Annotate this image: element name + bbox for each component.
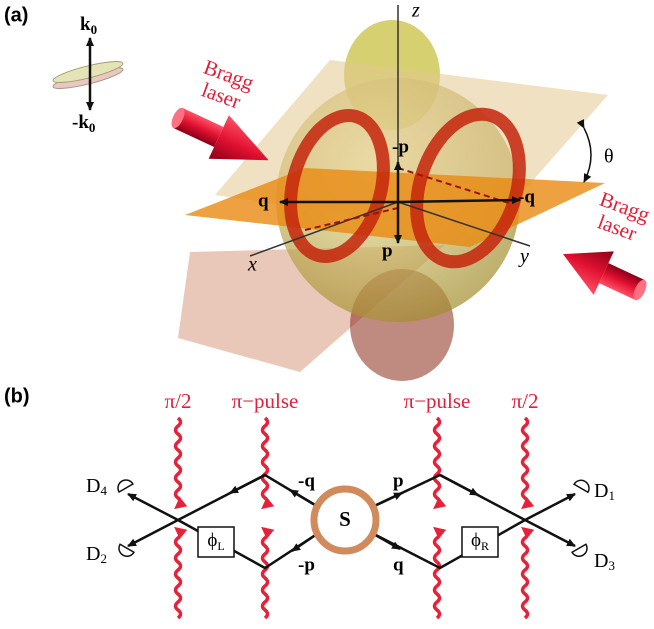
detector-label: D2 [86, 543, 107, 566]
pulse-beam [435, 530, 440, 618]
pulse-label: π−pulse [404, 389, 471, 413]
detector-label: D3 [594, 550, 615, 573]
panel-label: (b) [4, 385, 30, 407]
path-label: q [393, 554, 404, 575]
momentum-label: q [258, 190, 269, 211]
bragg-laser-label: Bragglaser [193, 55, 257, 116]
momentum-label: -q [518, 186, 535, 207]
z-axis-label: z [411, 0, 420, 22]
pulse-beam [523, 418, 528, 506]
k0-label: k0 [80, 14, 97, 37]
figure: (a) k0 -k0 Bragglaser Bragglaser z x y θ… [0, 0, 654, 629]
source-label: S [339, 507, 351, 531]
k-vector-icon [52, 38, 125, 110]
path-label: -q [298, 470, 315, 491]
detector-label: D1 [594, 480, 615, 503]
momentum-label: p [382, 240, 393, 261]
pulse-label: π−pulse [232, 389, 299, 413]
pulse-label: π/2 [512, 389, 539, 413]
pulse-beam [523, 530, 528, 618]
pulse-beam [176, 530, 181, 618]
path-label: -p [298, 554, 315, 575]
momentum-label: -p [392, 136, 409, 157]
pulse-label: π/2 [165, 389, 192, 413]
panel-label: (a) [4, 4, 28, 26]
bragg-laser-label: Bragglaser [589, 187, 653, 248]
interferometer-paths [115, 475, 592, 568]
path-label: p [393, 470, 404, 491]
scene-3d [163, 5, 654, 381]
angle-label: θ [604, 146, 614, 168]
y-axis-label: y [518, 246, 529, 268]
detector-label: D4 [86, 475, 107, 498]
pulse-beam [263, 530, 268, 618]
pulse-beam [176, 418, 181, 506]
pulse-beam [435, 418, 440, 506]
minus-k0-label: -k0 [72, 112, 95, 135]
x-axis-label: x [247, 254, 257, 276]
pulse-beam [263, 418, 268, 506]
